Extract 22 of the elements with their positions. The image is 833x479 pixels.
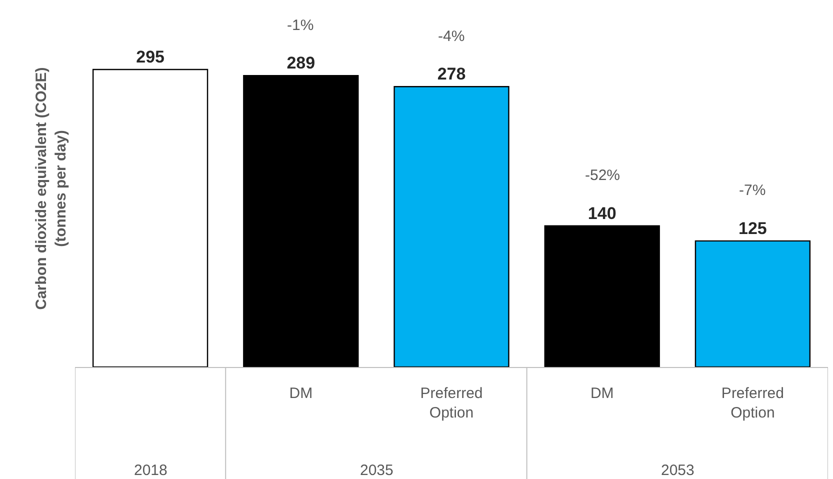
annotation: -1% [287,17,314,34]
data-label: 289 [286,54,316,73]
data-label: 125 [738,218,767,238]
y-axis-title: Carbon dioxide equivalent (CO2E) (tonnes per day) [32,67,70,310]
annotation: -7% [739,182,766,199]
text: 2035 [360,462,394,479]
annotation: -52% [585,167,620,184]
bar [92,68,208,367]
data-label: 278 [437,64,466,84]
annotation: -4% [438,28,465,45]
x-tick-label: Preferred Option [721,385,784,422]
bar [243,74,359,367]
text: 2053 [661,462,694,479]
bar [544,225,660,367]
bar [694,240,811,367]
bar [394,86,510,367]
x-tick-label: Preferred Option [420,385,483,422]
text: 2018 [134,462,168,479]
data-label: 295 [136,48,164,66]
data-label: 140 [588,204,616,223]
x-tick-label: DM [289,385,313,402]
x-tick-label: DM [590,385,614,402]
